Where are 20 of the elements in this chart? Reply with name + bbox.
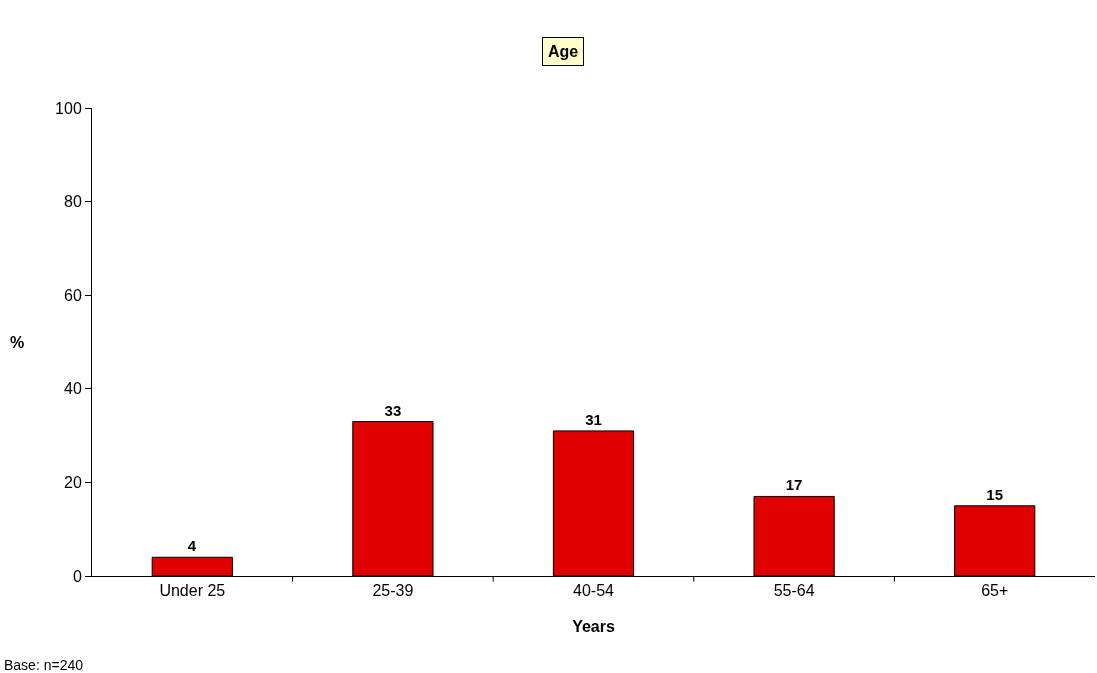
data-label: 33 xyxy=(384,401,402,419)
chart-title: Age xyxy=(548,43,579,60)
x-axis-title: Years xyxy=(572,617,615,635)
y-tick-label: 80 xyxy=(64,193,82,211)
y-tick-label: 20 xyxy=(64,474,82,491)
y-tick-label: 100 xyxy=(55,99,82,117)
data-label: 31 xyxy=(585,410,602,428)
x-tick-label: 25-39 xyxy=(372,582,414,600)
y-tick-label: 0 xyxy=(72,567,82,585)
text: Base: n=240 xyxy=(4,657,84,673)
x-tick-label: 55-64 xyxy=(773,582,815,600)
x-tick-label: 65+ xyxy=(981,582,1009,600)
data-label: 17 xyxy=(785,476,803,494)
y-tick-label: 40 xyxy=(64,380,82,398)
y-tick-label: 60 xyxy=(64,286,82,304)
data-label: 4 xyxy=(187,537,197,555)
y-axis-title: % xyxy=(10,334,25,351)
data-label: 15 xyxy=(986,485,1004,503)
x-tick-label: Under 25 xyxy=(159,582,226,600)
x-tick-label: 40-54 xyxy=(573,582,615,600)
